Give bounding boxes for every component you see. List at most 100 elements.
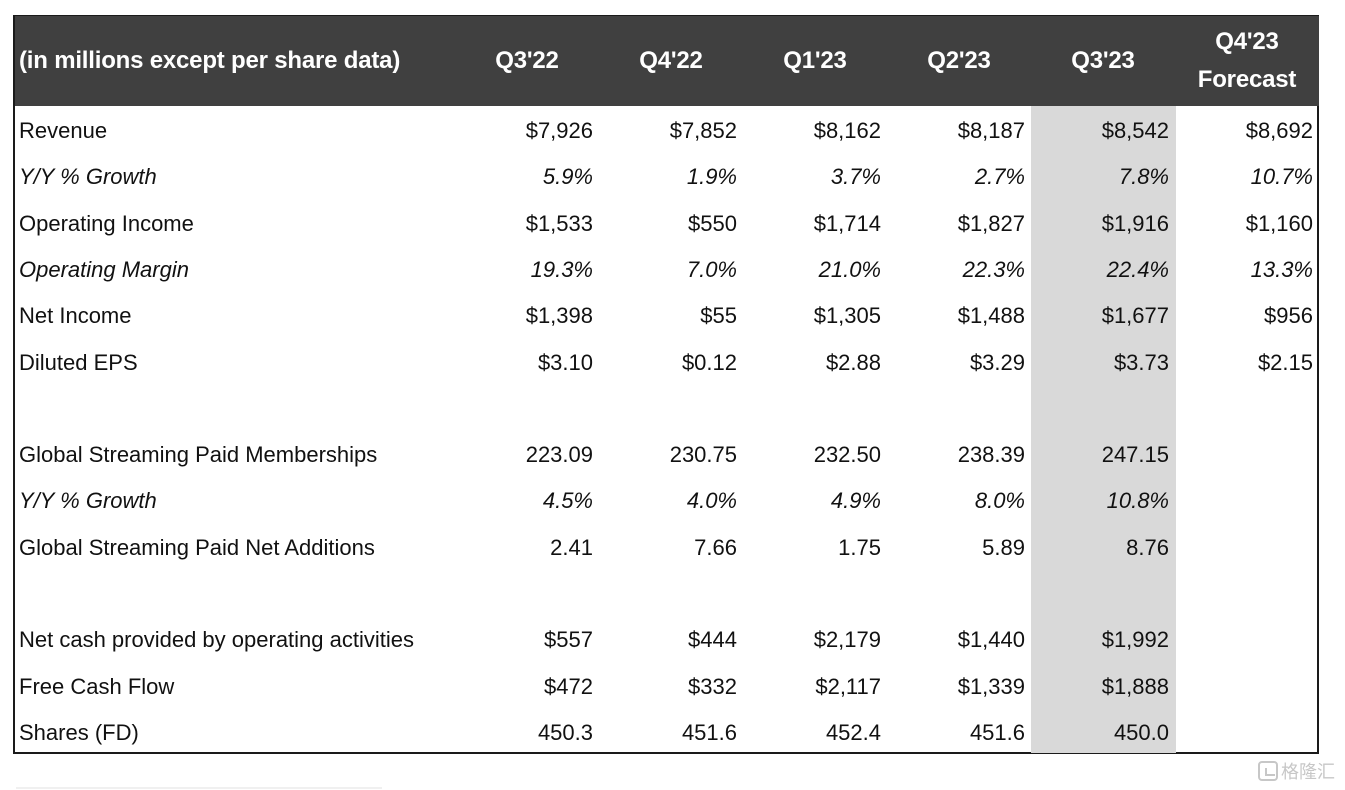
table-row: [15, 571, 1319, 617]
row-value: 21.0%: [818, 256, 881, 282]
row-label: Y/Y % Growth: [19, 488, 157, 514]
row-label: Global Streaming Paid Net Additions: [19, 534, 375, 560]
row-value: 22.4%: [1106, 256, 1169, 282]
row-value: $7,852: [669, 118, 737, 143]
row-label: Revenue: [19, 118, 108, 143]
table-row: Shares (FD) 450.3 451.6 452.4 451.6 450.0: [15, 710, 1319, 756]
row-value: [741, 386, 881, 432]
row-value: 3.7%: [830, 164, 881, 190]
row-value: 2.41: [550, 534, 593, 560]
header-col-q4-23-forecast: Q4'23 Forecast: [1175, 16, 1319, 106]
row-value: $956: [1264, 303, 1313, 329]
table-row: Operating Income $1,533 $550 $1,714 $1,827 $1…: [15, 201, 1319, 247]
row-value: [597, 571, 737, 617]
row-value: [741, 571, 881, 617]
row-value: 5.89: [982, 534, 1025, 560]
row-value: $55: [700, 303, 737, 329]
row-value: 451.6: [969, 719, 1025, 745]
row-label: Operating Income: [19, 210, 194, 236]
row-value: $1,916: [1101, 210, 1169, 236]
table-row: Free Cash Flow $472 $332 $2,117 $1,339 $1,888: [15, 664, 1319, 710]
row-value: $7,926: [525, 118, 593, 143]
row-value: $2.88: [825, 349, 881, 375]
header-units-label: (in millions except per share data): [19, 47, 401, 74]
row-value: [1173, 432, 1313, 478]
gelonghui-logo-icon: [1258, 761, 1278, 781]
row-value: 2.7%: [974, 164, 1025, 190]
row-value: 452.4: [825, 719, 881, 745]
row-value: 230.75: [669, 442, 737, 468]
row-value: $2.15: [1257, 349, 1313, 375]
row-value: 450.0: [1113, 719, 1169, 745]
row-value: [1173, 571, 1313, 617]
row-value: $8,187: [957, 118, 1025, 143]
row-value: 7.0%: [686, 256, 737, 282]
row-value: 5.9%: [542, 164, 593, 190]
row-value: [885, 386, 1025, 432]
row-value: $1,827: [957, 210, 1025, 236]
row-value: $3.29: [969, 349, 1025, 375]
row-value: [1173, 478, 1313, 524]
row-label: Net cash provided by operating activitie…: [19, 627, 414, 653]
row-value: $8,542: [1101, 118, 1169, 143]
financial-summary-table: (in millions except per share data) Q3'2…: [13, 15, 1319, 754]
row-value: 238.39: [957, 442, 1025, 468]
row-value: $2,179: [813, 627, 881, 653]
footer-divider: [16, 787, 382, 789]
row-value: $550: [688, 210, 737, 236]
header-col-q4-22: Q4'22: [639, 47, 703, 74]
row-value: $1,339: [957, 673, 1025, 699]
row-value: $1,992: [1101, 627, 1169, 653]
row-label: Y/Y % Growth: [19, 164, 157, 190]
row-value: [1029, 386, 1169, 432]
row-value: 247.15: [1101, 442, 1169, 468]
table-row: Global Streaming Paid Memberships 223.09 2…: [15, 432, 1319, 478]
row-value: 4.5%: [542, 488, 593, 514]
header-col-q1-23: Q1'23: [783, 47, 847, 74]
row-value: [453, 571, 593, 617]
row-value: 451.6: [681, 719, 737, 745]
row-value: 8.76: [1126, 534, 1169, 560]
row-value: [1029, 571, 1169, 617]
row-value: [1173, 386, 1313, 432]
highlighted-column-q3-23: [1031, 106, 1176, 753]
watermark-text: 格隆汇: [1281, 762, 1335, 782]
row-value: $8,162: [813, 118, 881, 143]
table-row: Net cash provided by operating activitie…: [15, 617, 1319, 663]
row-value: $1,888: [1101, 673, 1169, 699]
row-value: [1173, 617, 1313, 663]
row-value: [885, 571, 1025, 617]
row-value: $3.10: [537, 349, 593, 375]
row-value: $1,533: [525, 210, 593, 236]
row-value: 10.7%: [1250, 164, 1313, 190]
table-row: [15, 386, 1319, 432]
row-value: $332: [688, 673, 737, 699]
row-value: 10.8%: [1106, 488, 1169, 514]
row-value: 232.50: [813, 442, 881, 468]
row-value: [1173, 664, 1313, 710]
row-value: $1,677: [1101, 303, 1169, 329]
row-value: $1,440: [957, 627, 1025, 653]
row-value: [597, 386, 737, 432]
table-row: Diluted EPS $3.10 $0.12 $2.88 $3.29 $3.73 $2.1…: [15, 340, 1319, 386]
row-label: Operating Margin: [19, 256, 189, 282]
table-row: Net Income $1,398 $55 $1,305 $1,488 $1,677 $95…: [15, 293, 1319, 339]
row-value: $0.12: [681, 349, 737, 375]
table-row: Revenue $7,926 $7,852 $8,162 $8,187 $8,542 $8,…: [15, 108, 1319, 154]
row-label: Net Income: [19, 303, 132, 329]
row-value: $1,398: [525, 303, 593, 329]
row-value: 1.75: [838, 534, 881, 560]
row-value: $444: [688, 627, 737, 653]
header-col-q2-23: Q2'23: [927, 47, 991, 74]
table-row: Global Streaming Paid Net Additions 2.41 7…: [15, 525, 1319, 571]
row-value: 223.09: [525, 442, 593, 468]
row-label: Diluted EPS: [19, 349, 138, 375]
row-value: [453, 386, 593, 432]
row-value: $8,692: [1245, 118, 1313, 143]
header-col-q3-22: Q3'22: [495, 47, 559, 74]
row-value: 8.0%: [974, 488, 1025, 514]
row-value: 7.66: [694, 534, 737, 560]
row-value: $472: [544, 673, 593, 699]
row-label: Shares (FD): [19, 719, 139, 745]
row-value: 450.3: [537, 719, 593, 745]
